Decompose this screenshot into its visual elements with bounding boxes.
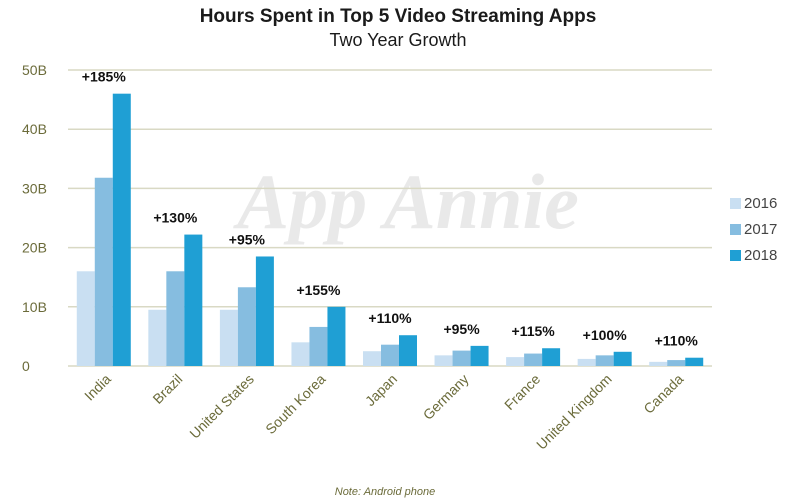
y-axis-ticks: 0 10B 20B 30B 40B 50B <box>22 62 47 374</box>
legend-swatch-2017 <box>730 224 741 235</box>
legend-swatch-2018 <box>730 250 741 261</box>
legend-label-2017: 2017 <box>744 221 777 238</box>
y-tick-label: 40B <box>22 121 47 137</box>
growth-label-france: +115% <box>512 323 556 339</box>
bar-japan-2017 <box>381 344 399 366</box>
watermark-text: App Annie <box>232 158 579 245</box>
bar-brazil-2016 <box>148 309 167 366</box>
growth-label-south-korea: +155% <box>296 282 341 298</box>
legend-label-2016: 2016 <box>744 195 777 212</box>
growth-label-india: +185% <box>82 69 127 85</box>
x-tick-label-germany: Germany <box>420 371 472 423</box>
x-tick-label-united-states: United States <box>186 371 257 442</box>
bar-south-korea-2016 <box>291 342 310 366</box>
bar-germany-2016 <box>434 355 453 366</box>
bar-south-korea-2017 <box>309 326 328 366</box>
x-tick-label-japan: Japan <box>362 371 400 409</box>
growth-label-brazil: +130% <box>153 210 198 226</box>
bar-japan-2016 <box>363 351 381 366</box>
chart-title: Hours Spent in Top 5 Video Streaming App… <box>200 6 597 27</box>
bar-india-2018 <box>112 93 131 367</box>
growth-label-united-kingdom: +100% <box>583 327 628 343</box>
growth-label-united-states: +95% <box>229 231 266 247</box>
legend-swatch-2016 <box>730 198 741 209</box>
bar-united-kingdom-2018 <box>613 351 632 366</box>
x-tick-label-brazil: Brazil <box>149 371 185 407</box>
chart-subtitle: Two Year Growth <box>329 30 466 50</box>
bar-united-states-2017 <box>237 287 256 366</box>
x-tick-label-india: India <box>81 371 114 404</box>
bar-france-2018 <box>542 348 561 366</box>
y-tick-label: 20B <box>22 240 47 256</box>
legend-label-2018: 2018 <box>744 247 777 264</box>
x-tick-label-south-korea: South Korea <box>262 371 329 438</box>
growth-label-germany: +95% <box>443 321 480 337</box>
bar-brazil-2018 <box>184 234 203 366</box>
legend: 2016 2017 2018 <box>730 195 777 264</box>
bar-japan-2018 <box>399 335 417 366</box>
bar-united-states-2018 <box>255 256 274 366</box>
bar-canada-2016 <box>649 361 668 366</box>
bar-south-korea-2018 <box>327 306 346 366</box>
y-tick-label: 50B <box>22 62 47 78</box>
bar-canada-2018 <box>685 357 704 366</box>
bar-india-2017 <box>94 177 113 366</box>
bar-canada-2017 <box>667 360 686 366</box>
bar-germany-2018 <box>470 345 489 366</box>
y-tick-label: 30B <box>22 180 47 196</box>
y-tick-label: 10B <box>22 299 47 315</box>
x-tick-label-france: France <box>501 371 543 413</box>
bar-united-states-2016 <box>219 309 238 366</box>
bar-united-kingdom-2017 <box>595 355 614 366</box>
bars <box>76 93 704 367</box>
bar-france-2017 <box>524 353 543 366</box>
bar-france-2016 <box>506 357 525 366</box>
bar-india-2016 <box>76 271 95 366</box>
x-axis-ticks: India Brazil United States South Korea Japan… <box>81 371 686 453</box>
bar-united-kingdom-2016 <box>577 358 596 366</box>
chart-note: Note: Android phone <box>335 486 436 498</box>
x-tick-label-united-kingdom: United Kingdom <box>533 371 615 453</box>
growth-label-canada: +110% <box>655 333 699 349</box>
bar-germany-2017 <box>452 350 471 366</box>
x-tick-label-canada: Canada <box>640 371 686 417</box>
growth-labels: +185% +130% +95% +155% +110% +95% +115% +100% +1… <box>82 69 699 349</box>
growth-label-japan: +110% <box>368 310 412 326</box>
bar-brazil-2017 <box>166 271 185 366</box>
y-tick-label: 0 <box>22 358 30 374</box>
